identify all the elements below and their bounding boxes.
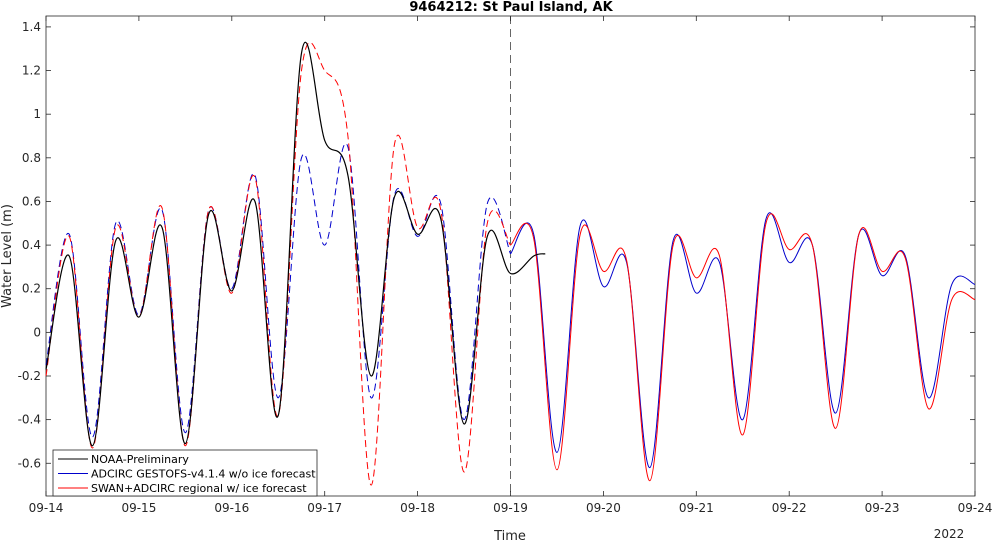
- legend-label: SWAN+ADCIRC regional w/ ice forecast: [91, 482, 307, 495]
- x-tick-label: 09-16: [214, 501, 249, 515]
- x-tick-label: 09-14: [29, 501, 64, 515]
- x-tick-label: 09-19: [493, 501, 528, 515]
- legend: NOAA-Preliminary ADCIRC GESTOFS-v4.1.4 w/…: [52, 449, 318, 497]
- y-tick-label: -0.6: [18, 456, 41, 470]
- y-axis-ticks: -0.6 -0.4 -0.2 0 0.2 0.4 0.6 0.8 1 1.2 1.4: [18, 20, 975, 470]
- plot-area: -0.6-0.4-0.200.20.40.60.811.21.4 09-14 09…: [18, 15, 992, 515]
- x-axis-ticks: 09-14 09-15 09-16 09-17 09-18 09-19 09-20 09-21…: [29, 16, 992, 515]
- x-tick-label: 09-22: [772, 501, 807, 515]
- series-line-forecast: [510, 213, 976, 482]
- y-tick-label: 0.8: [22, 151, 41, 165]
- x-tick-label: 09-24: [958, 501, 992, 515]
- legend-box: [52, 449, 318, 497]
- legend-label: ADCIRC GESTOFS-v4.1.4 w/o ice forecast: [91, 468, 316, 481]
- x-tick-label: 09-17: [307, 501, 342, 515]
- x-tick-label: 09-23: [865, 501, 900, 515]
- x-tick-label: 09-15: [121, 501, 156, 515]
- x-axis-year-label: 2022: [934, 527, 965, 541]
- y-tick-label: 1.2: [22, 64, 41, 78]
- series-line-forecast: [510, 212, 976, 469]
- x-tick-label: 09-18: [400, 501, 435, 515]
- y-tick-label: -0.2: [18, 369, 41, 383]
- x-tick-label: 09-21: [679, 501, 714, 515]
- legend-label: NOAA-Preliminary: [91, 453, 189, 466]
- y-tick-label: 0: [33, 325, 41, 339]
- x-tick-label: 09-20: [586, 501, 621, 515]
- series-layer: [45, 41, 976, 486]
- y-tick-label: 1: [33, 107, 41, 121]
- y-tick-label: 1.4: [22, 20, 41, 34]
- y-tick-label: 0.4: [22, 238, 41, 252]
- y-tick-label: -0.4: [18, 413, 41, 427]
- y-axis-title: Water Level (m): [0, 204, 15, 308]
- y-tick-label: 0.6: [22, 194, 41, 208]
- y-tick-label: 0.2: [22, 282, 41, 296]
- x-axis-title: Time: [493, 529, 526, 541]
- series-line: [45, 41, 546, 447]
- chart-title: 9464212: St Paul Island, AK: [409, 0, 613, 15]
